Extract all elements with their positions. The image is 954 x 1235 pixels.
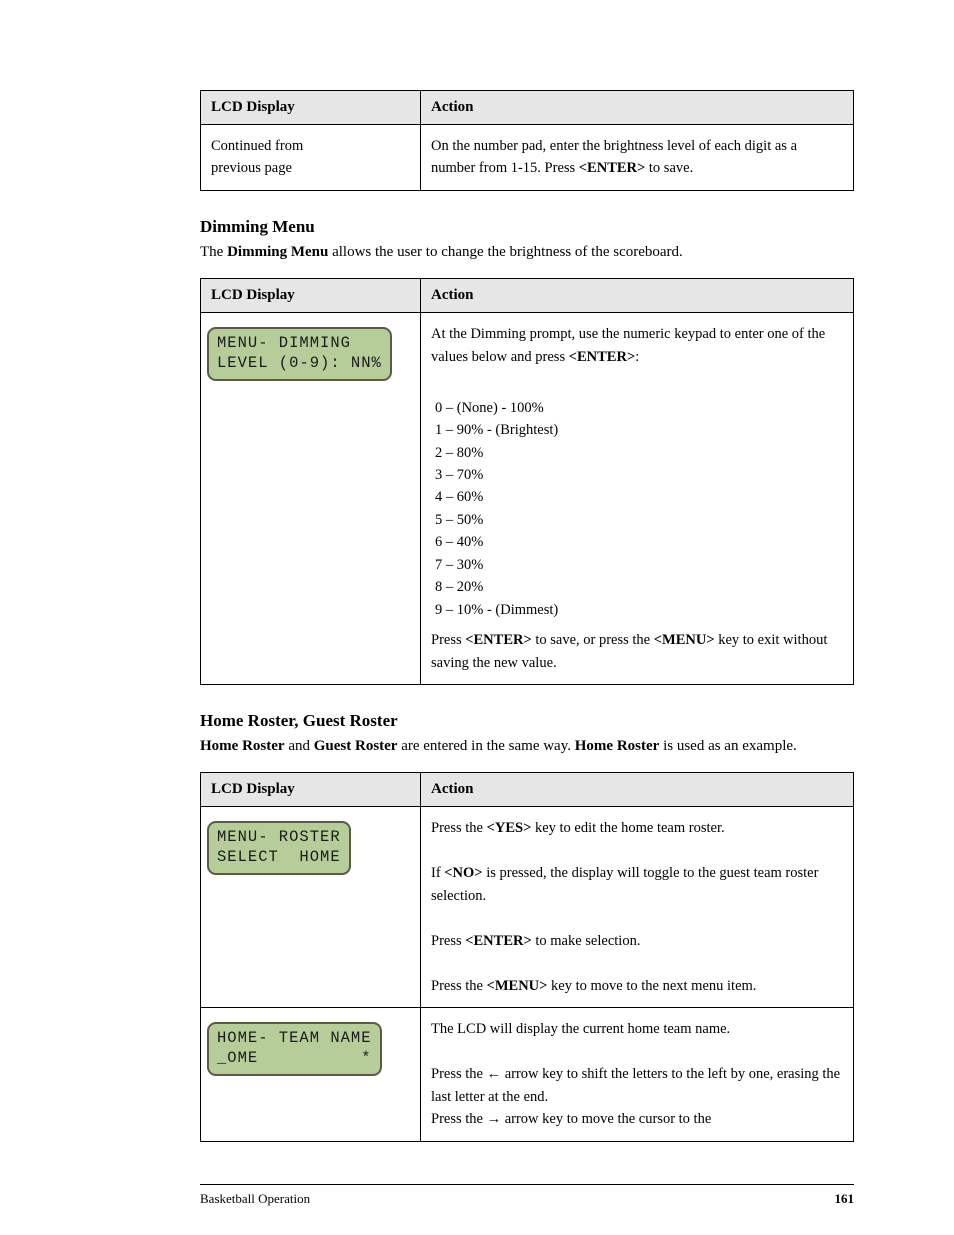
lcd-roster-select: MENU- ROSTER SELECT HOME	[207, 821, 351, 875]
footer-left: Basketball Operation	[200, 1191, 310, 1207]
heading-roster: Home Roster, Guest Roster	[200, 711, 854, 731]
lcd-team-name: HOME- TEAM NAME _OME *	[207, 1022, 382, 1076]
cell-continued: Continued from previous page	[201, 125, 421, 191]
th-action: Action	[421, 91, 854, 125]
th-lcd: LCD Display	[201, 91, 421, 125]
th-action: Action	[421, 773, 854, 807]
lcd-dimming: MENU- DIMMING LEVEL (0-9): NN%	[207, 327, 392, 381]
heading-dimming: Dimming Menu	[200, 217, 854, 237]
th-lcd: LCD Display	[201, 279, 421, 313]
th-lcd: LCD Display	[201, 773, 421, 807]
footer-page-number: 161	[835, 1191, 855, 1207]
lead-dimming: The Dimming Menu allows the user to chan…	[200, 241, 854, 264]
cell-brightness-action: On the number pad, enter the brightness …	[421, 125, 854, 191]
page-footer: Basketball Operation 161	[200, 1184, 854, 1207]
cell-team-name-lcd: HOME- TEAM NAME _OME *	[201, 1008, 421, 1141]
cell-roster-select-action: Press the <YES> key to edit the home tea…	[421, 807, 854, 1008]
table-dimming: LCD Display Action MENU- DIMMING LEVEL (…	[200, 278, 854, 685]
table-brightness-continued: LCD Display Action Continued from previo…	[200, 90, 854, 191]
cell-dimming-action: At the Dimming prompt, use the numeric k…	[421, 313, 854, 685]
cell-team-name-action: The LCD will display the current home te…	[421, 1008, 854, 1141]
cell-dimming-lcd: MENU- DIMMING LEVEL (0-9): NN%	[201, 313, 421, 685]
table-roster: LCD Display Action MENU- ROSTER SELECT H…	[200, 772, 854, 1141]
cell-roster-select-lcd: MENU- ROSTER SELECT HOME	[201, 807, 421, 1008]
page: LCD Display Action Continued from previo…	[0, 0, 954, 1235]
lead-roster: Home Roster and Guest Roster are entered…	[200, 735, 854, 758]
dimming-levels: 0 – (None) - 100% 1 – 90% - (Brightest) …	[435, 374, 843, 621]
th-action: Action	[421, 279, 854, 313]
